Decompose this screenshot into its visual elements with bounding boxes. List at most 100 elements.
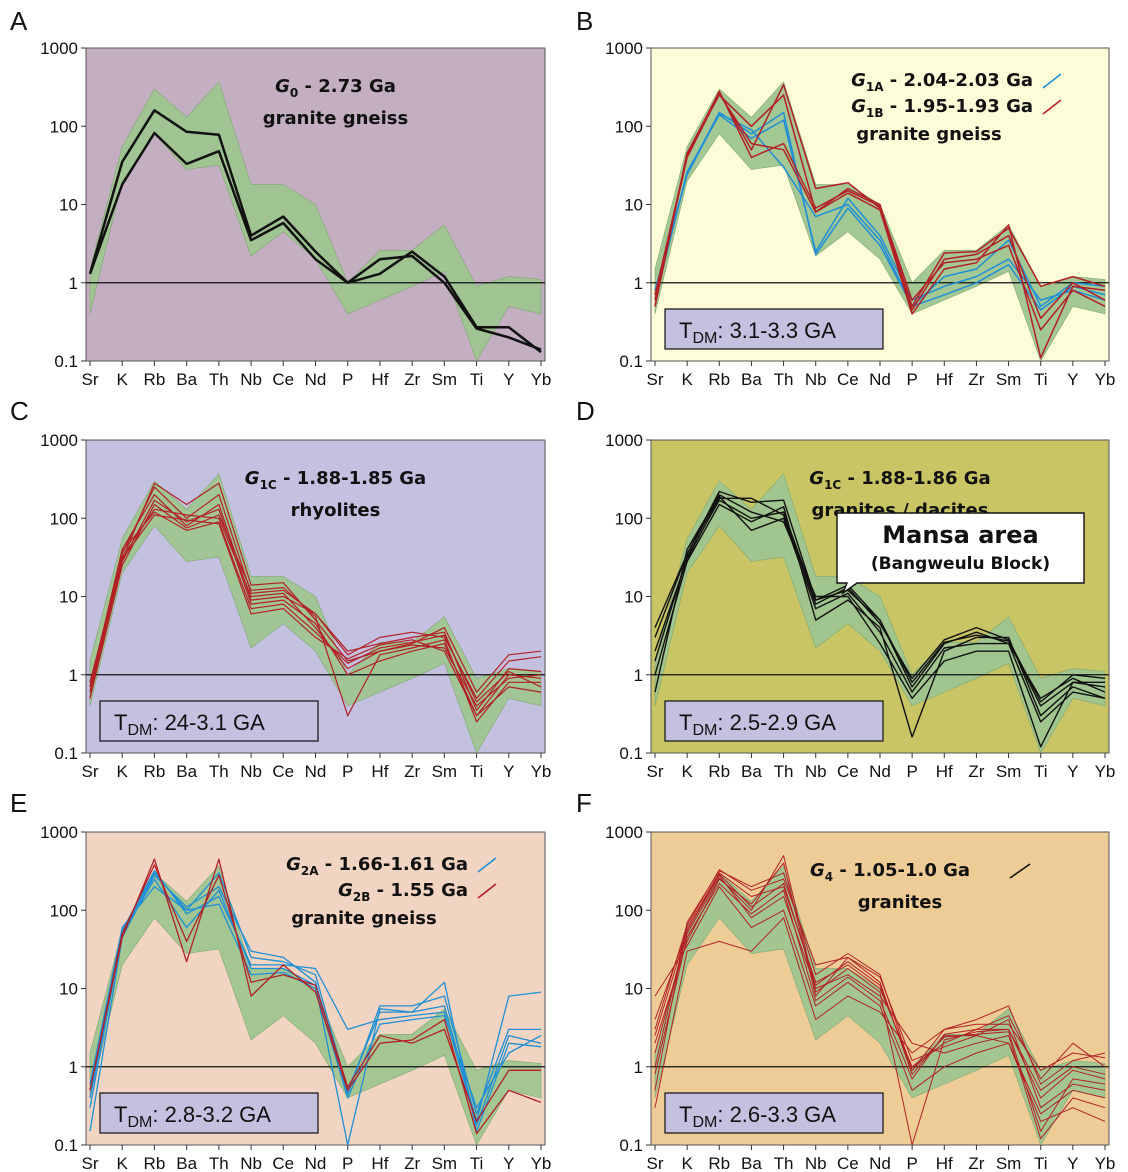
panel-F: F 0.1 1 10 100 1000 Sr K Rb Ba Th Nb Ce Nd P Hf Zr Sm Ti Y Y… (576, 788, 1115, 1172)
x-tick-label: Nb (240, 1154, 262, 1172)
series-label-1: G2A - 1.66-1.61 Ga (286, 854, 468, 878)
x-tick-label: Ti (470, 370, 484, 389)
data-layer (651, 473, 1109, 753)
series-line-6 (89, 508, 542, 707)
panel-letter-A: A (10, 6, 28, 36)
x-tick-label: Yb (531, 762, 552, 781)
y-tick-label: 100 (615, 509, 643, 528)
x-tick-label: P (342, 762, 353, 781)
tdm-t: T (679, 318, 692, 343)
g-subscript: 1A (866, 80, 884, 94)
envelope-area (654, 81, 1106, 361)
series-line-2 (654, 497, 1106, 703)
panel-letter-F: F (576, 788, 592, 818)
y-tick-label: 0.1 (619, 352, 643, 371)
rock-type-label: rhyolites (291, 500, 381, 521)
x-tick-label: Ba (176, 1154, 197, 1172)
x-tick-label: Ti (470, 1154, 484, 1172)
y-tick-label: 0.1 (619, 1136, 643, 1155)
x-tick-label: Nd (869, 1154, 891, 1172)
x-tick-label: K (681, 762, 693, 781)
legend-swatch (1042, 73, 1062, 89)
y-tick-label: 0.1 (54, 744, 78, 763)
tdm-sub: DM (692, 1114, 717, 1131)
x-tick-label: Ce (272, 1154, 294, 1172)
g-symbol: G (275, 76, 290, 97)
g-symbol: G (810, 860, 825, 881)
series-line-1 (88, 109, 542, 354)
x-tick-label: Ba (176, 370, 197, 389)
x-tick-label: K (117, 370, 129, 389)
envelope-area (654, 473, 1106, 753)
x-tick-label: Ce (272, 370, 294, 389)
x-tick-label: Nb (805, 370, 827, 389)
panel-letter-E: E (10, 788, 27, 818)
x-tick-label: Ti (470, 762, 484, 781)
g-text: - 1.95-1.93 Ga (884, 96, 1033, 117)
series-line-3 (654, 503, 1106, 738)
x-tick-label: Y (503, 370, 514, 389)
tdm-box (664, 308, 884, 350)
x-tick-label: Sm (996, 370, 1022, 389)
tdm-sub: DM (127, 722, 152, 739)
rock-type-label: granite gneiss (263, 108, 408, 129)
y-tick-label: 100 (50, 901, 78, 920)
x-tick-label: Y (1067, 762, 1078, 781)
x-tick-label: K (681, 1154, 693, 1172)
y-tick-label: 1 (69, 666, 78, 685)
x-tick-label: P (906, 370, 917, 389)
g-subscript: 4 (825, 870, 833, 884)
g-symbol: G (851, 96, 866, 117)
x-tick-label: Sr (647, 370, 664, 389)
x-tick-label: Nb (240, 370, 262, 389)
tdm-box (664, 700, 884, 742)
y-tick-label: 1 (69, 1058, 78, 1077)
series-line-3 (89, 494, 542, 711)
x-tick-label: Rb (708, 762, 730, 781)
series-label-1: G1A - 2.04-2.03 Ga (851, 70, 1033, 94)
tdm-t: T (114, 710, 127, 735)
x-tick-label: Sr (647, 762, 664, 781)
callout-title: Mansa area (882, 521, 1039, 549)
panel-letter-C: C (10, 396, 29, 426)
x-tick-label: Sm (996, 1154, 1022, 1172)
y-tick-label: 10 (624, 980, 643, 999)
series-line-7 (89, 511, 542, 703)
x-tick-label: Nb (240, 762, 262, 781)
series-line-6 (654, 499, 1105, 707)
rock-type-label: granites (858, 892, 942, 913)
x-tick-label: Hf (371, 1154, 388, 1172)
y-tick-label: 0.1 (54, 352, 78, 371)
panel-B: B 0.1 1 10 100 1000 Sr K Rb Ba Th Nb Ce Nd P Hf Zr Sm Ti Y Y… (576, 6, 1115, 389)
x-tick-label: Nd (869, 762, 891, 781)
tdm-label: TDM: 2.6-3.3 GA (679, 1102, 836, 1131)
series-line-6 (89, 858, 542, 1135)
g-text: - 1.05-1.0 Ga (833, 860, 970, 881)
series-label-2: G1B - 1.95-1.93 Ga (851, 96, 1033, 120)
g-text: - 1.88-1.85 Ga (277, 468, 426, 489)
tdm-sub: DM (692, 722, 717, 739)
series-line-1 (654, 872, 1106, 1091)
data-layer (86, 858, 545, 1145)
x-tick-label: Yb (1095, 370, 1116, 389)
tdm-label: TDM: 3.1-3.3 GA (679, 318, 836, 347)
x-tick-label: K (681, 370, 693, 389)
tdm-sub: DM (692, 330, 717, 347)
y-tick-label: 10 (624, 196, 643, 215)
legend-swatch (1009, 863, 1031, 879)
tdm-label: TDM: 2.8-3.2 GA (114, 1102, 271, 1131)
g-subscript: 0 (290, 86, 298, 100)
series-label: G0 - 2.73 Ga (275, 76, 396, 100)
tdm-t: T (679, 1102, 692, 1127)
x-tick-label: Zr (968, 1154, 984, 1172)
x-tick-label: Hf (936, 1154, 953, 1172)
x-tick-label: Ti (1034, 1154, 1048, 1172)
tdm-value: : 24-3.1 GA (152, 710, 265, 735)
series-line-2 (654, 114, 1106, 301)
data-layer (651, 81, 1109, 361)
x-tick-label: Nd (305, 762, 327, 781)
x-tick-label: Rb (708, 1154, 730, 1172)
g-symbol: G (809, 468, 824, 489)
series-line-7 (89, 864, 541, 1123)
tdm-box (99, 1092, 319, 1134)
